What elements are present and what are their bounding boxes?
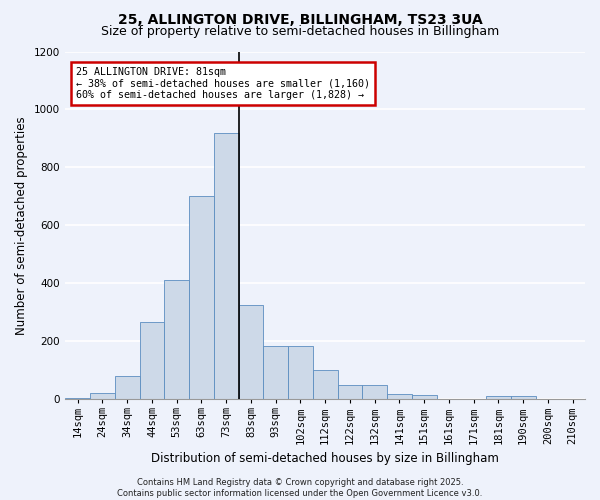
Bar bbox=[263, 346, 288, 399]
Bar bbox=[412, 396, 437, 399]
Bar bbox=[115, 376, 140, 399]
Text: Size of property relative to semi-detached houses in Billingham: Size of property relative to semi-detach… bbox=[101, 25, 499, 38]
Y-axis label: Number of semi-detached properties: Number of semi-detached properties bbox=[15, 116, 28, 334]
Bar bbox=[140, 322, 164, 399]
Text: 25, ALLINGTON DRIVE, BILLINGHAM, TS23 3UA: 25, ALLINGTON DRIVE, BILLINGHAM, TS23 3U… bbox=[118, 12, 482, 26]
Bar bbox=[486, 396, 511, 399]
Bar bbox=[164, 280, 189, 399]
Bar bbox=[214, 132, 239, 399]
Bar bbox=[362, 384, 387, 399]
Bar bbox=[288, 346, 313, 399]
Text: Contains HM Land Registry data © Crown copyright and database right 2025.
Contai: Contains HM Land Registry data © Crown c… bbox=[118, 478, 482, 498]
Bar bbox=[239, 305, 263, 399]
Text: 25 ALLINGTON DRIVE: 81sqm
← 38% of semi-detached houses are smaller (1,160)
60% : 25 ALLINGTON DRIVE: 81sqm ← 38% of semi-… bbox=[76, 67, 370, 100]
Bar bbox=[189, 196, 214, 399]
X-axis label: Distribution of semi-detached houses by size in Billingham: Distribution of semi-detached houses by … bbox=[151, 452, 499, 465]
Bar bbox=[338, 384, 362, 399]
Bar bbox=[313, 370, 338, 399]
Bar bbox=[387, 394, 412, 399]
Bar bbox=[90, 394, 115, 399]
Bar bbox=[65, 398, 90, 399]
Bar bbox=[511, 396, 536, 399]
